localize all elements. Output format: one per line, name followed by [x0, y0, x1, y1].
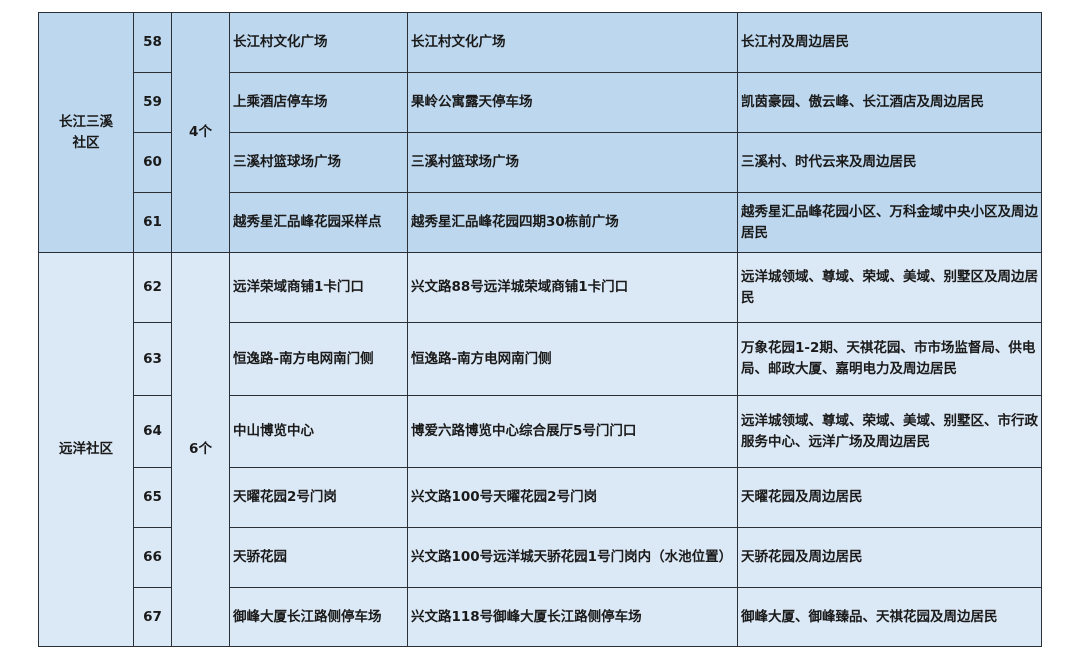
site-name-cell: 越秀星汇品峰花园采样点	[229, 192, 408, 253]
site-location-cell: 果岭公寓露天停车场	[407, 72, 738, 133]
site-name-cell: 三溪村篮球场广场	[229, 132, 408, 193]
site-name-cell: 恒逸路-南方电网南门侧	[229, 322, 408, 396]
site-location-cell: 长江村文化广场	[407, 12, 738, 73]
table-row: 61 越秀星汇品峰花园采样点 越秀星汇品峰花园四期30栋前广场 越秀星汇品峰花园小区、…	[39, 192, 1042, 253]
site-location-cell: 三溪村篮球场广场	[407, 132, 738, 193]
site-location-cell: 兴文路100号天曜花园2号门岗	[407, 467, 738, 528]
community-cell: 远洋社区	[38, 252, 134, 647]
site-name-cell: 御峰大厦长江路侧停车场	[229, 587, 408, 647]
number-cell: 62	[133, 252, 172, 323]
site-location-cell: 越秀星汇品峰花园四期30栋前广场	[407, 192, 738, 253]
coverage-cell: 天曜花园及周边居民	[737, 467, 1042, 528]
coverage-cell: 三溪村、时代云来及周边居民	[737, 132, 1042, 193]
coverage-cell: 天骄花园及周边居民	[737, 527, 1042, 588]
coverage-cell: 长江村及周边居民	[737, 12, 1042, 73]
site-name-cell: 中山博览中心	[229, 395, 408, 468]
table-row: 65 天曜花园2号门岗 兴文路100号天曜花园2号门岗 天曜花园及周边居民	[39, 467, 1042, 528]
number-cell: 63	[133, 322, 172, 396]
number-cell: 67	[133, 587, 172, 647]
table-row: 59 上乘酒店停车场 果岭公寓露天停车场 凯茵豪园、傲云峰、长江酒店及周边居民	[39, 72, 1042, 133]
number-cell: 61	[133, 192, 172, 253]
table-row: 60 三溪村篮球场广场 三溪村篮球场广场 三溪村、时代云来及周边居民	[39, 132, 1042, 193]
number-cell: 66	[133, 527, 172, 588]
site-name-cell: 天曜花园2号门岗	[229, 467, 408, 528]
coverage-cell: 御峰大厦、御峰臻品、天祺花园及周边居民	[737, 587, 1042, 647]
sampling-sites-table: 长江三溪社区 58 4个 长江村文化广场 长江村文化广场 长江村及周边居民 59 上乘酒店停车…	[38, 12, 1042, 647]
coverage-cell: 远洋城领域、尊域、荣域、美域、别墅区及周边居民	[737, 252, 1042, 323]
number-cell: 60	[133, 132, 172, 193]
site-name-cell: 上乘酒店停车场	[229, 72, 408, 133]
table-row: 66 天骄花园 兴文路100号远洋城天骄花园1号门岗内（水池位置） 天骄花园及周边居民	[39, 527, 1042, 588]
coverage-cell: 越秀星汇品峰花园小区、万科金域中央小区及周边居民	[737, 192, 1042, 253]
table-row: 63 恒逸路-南方电网南门侧 恒逸路-南方电网南门侧 万象花园1-2期、天祺花园、市市…	[39, 322, 1042, 396]
number-cell: 59	[133, 72, 172, 133]
site-location-cell: 兴文路100号远洋城天骄花园1号门岗内（水池位置）	[407, 527, 738, 588]
site-location-cell: 博爱六路博览中心综合展厅5号门门口	[407, 395, 738, 468]
number-cell: 58	[133, 12, 172, 73]
site-location-cell: 兴文路88号远洋城荣域商铺1卡门口	[407, 252, 738, 323]
site-name-cell: 长江村文化广场	[229, 12, 408, 73]
table-row: 长江三溪社区 58 4个 长江村文化广场 长江村文化广场 长江村及周边居民	[38, 12, 1042, 253]
community-cell: 长江三溪社区	[38, 12, 134, 253]
site-count-cell: 6个	[171, 252, 230, 647]
table-row: 67 御峰大厦长江路侧停车场 兴文路118号御峰大厦长江路侧停车场 御峰大厦、御峰臻品…	[39, 587, 1042, 647]
coverage-cell: 凯茵豪园、傲云峰、长江酒店及周边居民	[737, 72, 1042, 133]
number-cell: 65	[133, 467, 172, 528]
number-cell: 64	[133, 395, 172, 468]
site-count-cell: 4个	[171, 12, 230, 253]
table-row: 远洋社区 62 6个 远洋荣域商铺1卡门口 兴文路88号远洋城荣域商铺1卡门口 远洋城领域…	[38, 252, 1042, 647]
site-name-cell: 远洋荣域商铺1卡门口	[229, 252, 408, 323]
coverage-cell: 万象花园1-2期、天祺花园、市市场监督局、供电局、邮政大厦、嘉明电力及周边居民	[737, 322, 1042, 396]
coverage-cell: 远洋城领域、尊域、荣域、美域、别墅区、市行政服务中心、远洋广场及周边居民	[737, 395, 1042, 468]
site-location-cell: 兴文路118号御峰大厦长江路侧停车场	[407, 587, 738, 647]
site-name-cell: 天骄花园	[229, 527, 408, 588]
table-row: 64 中山博览中心 博爱六路博览中心综合展厅5号门门口 远洋城领域、尊域、荣域、美域、…	[39, 395, 1042, 468]
site-location-cell: 恒逸路-南方电网南门侧	[407, 322, 738, 396]
